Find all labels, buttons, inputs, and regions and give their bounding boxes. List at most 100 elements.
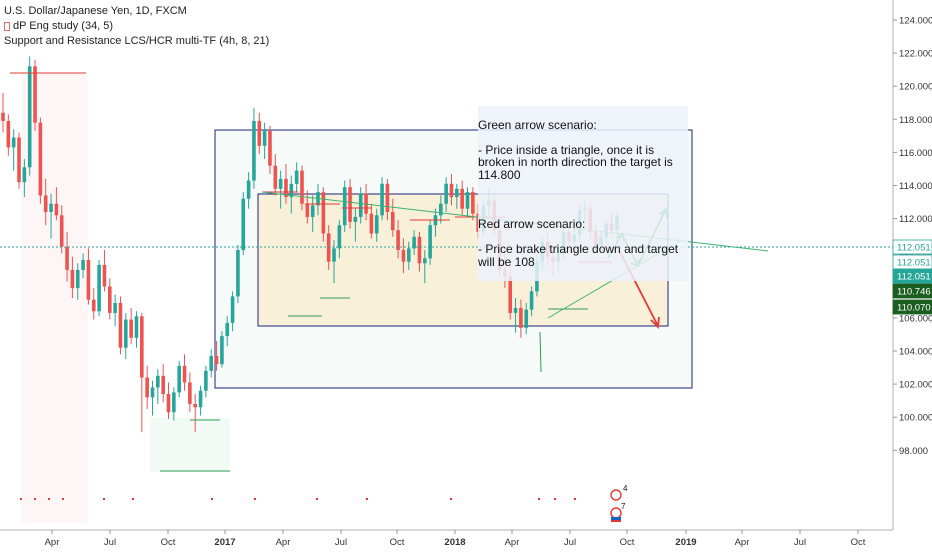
candle	[268, 130, 272, 166]
candle	[444, 183, 448, 204]
candle	[321, 192, 326, 234]
candle	[204, 370, 208, 391]
price-tick-label: 98.000	[899, 446, 928, 457]
candle	[113, 303, 117, 313]
symbol-title: U.S. Dollar/Japanese Yen, 1D, FXCM	[4, 5, 187, 17]
candle	[70, 269, 75, 289]
candle	[17, 137, 21, 183]
price-tag-box	[892, 239, 932, 255]
candle	[380, 183, 384, 216]
candle	[252, 120, 256, 181]
candle	[6, 120, 11, 148]
candle	[337, 225, 342, 249]
candle	[11, 137, 16, 148]
candle	[188, 382, 192, 404]
candle	[166, 394, 171, 413]
candle	[471, 192, 475, 214]
time-axis[interactable]: Apr Jul Oct 2017 Apr Jul Oct 2018 Apr Jul Oct 2019 A…	[45, 530, 866, 548]
candle	[49, 203, 53, 212]
candle	[262, 130, 267, 146]
candle	[412, 236, 416, 249]
time-tick-label: Jul	[794, 537, 806, 548]
price-tick-label: 124.000	[899, 16, 932, 27]
candle	[140, 316, 144, 378]
legend-study-2[interactable]: Support and Resistance LCS/HCR multi-TF …	[4, 34, 269, 49]
time-tick-label: Apr	[505, 537, 520, 548]
candle	[156, 375, 160, 388]
candle	[348, 187, 352, 222]
price-axis[interactable]: 124.000 122.000 120.000 118.000 116.000 114.0…	[893, 16, 932, 457]
candle	[150, 387, 155, 398]
candle	[214, 355, 219, 365]
candle	[129, 319, 133, 338]
candle	[508, 276, 513, 313]
legend-symbol[interactable]: U.S. Dollar/Japanese Yen, 1D, FXCM	[4, 4, 269, 19]
candle	[449, 183, 454, 198]
study-2-label: Support and Resistance LCS/HCR multi-TF …	[4, 35, 270, 47]
candle	[396, 230, 400, 251]
price-tag-label: 110.070	[897, 303, 931, 314]
candle	[220, 336, 224, 365]
candle	[524, 309, 529, 328]
candle	[134, 316, 139, 338]
time-tick-label: Apr	[276, 537, 291, 548]
time-tick-label: Oct	[390, 537, 405, 548]
candle	[43, 195, 48, 212]
candle	[326, 233, 331, 262]
candle	[422, 258, 427, 264]
candle	[353, 216, 358, 222]
candle	[145, 377, 149, 398]
price-tick-label: 104.000	[899, 347, 932, 358]
candle	[198, 390, 203, 408]
candle	[385, 183, 390, 212]
candle	[273, 165, 278, 189]
candle	[401, 250, 406, 262]
price-tag-label: 112.051	[897, 272, 931, 283]
candle	[460, 188, 464, 209]
candle	[118, 303, 123, 348]
candle	[177, 365, 181, 393]
red-scenario-body: - Price brake triangle down and target w…	[478, 242, 679, 269]
candle	[305, 203, 310, 217]
candle	[27, 66, 32, 168]
candle	[161, 375, 165, 395]
price-tick-label: 116.000	[899, 148, 932, 159]
candle	[369, 213, 374, 234]
legend-study-1[interactable]: dP Eng study (34, 5)	[4, 19, 269, 34]
time-tick-label: 2017	[214, 537, 235, 548]
price-tick-label: 102.000	[899, 380, 932, 391]
event-badge-icon[interactable]: 4 7	[610, 484, 628, 522]
candle	[33, 66, 37, 123]
price-tag-box	[892, 283, 932, 299]
time-tick-label: Jul	[104, 537, 116, 548]
candle	[406, 248, 411, 262]
candle	[75, 269, 80, 289]
price-tick-label: 106.000	[899, 313, 932, 324]
candle	[310, 205, 315, 217]
candle	[236, 250, 240, 297]
candle	[102, 264, 107, 287]
candle	[193, 403, 198, 408]
candle	[294, 170, 299, 184]
candle	[513, 307, 518, 313]
candle	[65, 246, 69, 270]
time-tick-label: Jul	[564, 537, 576, 548]
candle	[428, 225, 432, 259]
time-tick-label: Jul	[335, 537, 347, 548]
scenario-note[interactable]: Green arrow scenario: - Price inside a t…	[478, 106, 688, 281]
price-tag-label: 112.051	[897, 258, 931, 269]
candle	[300, 170, 304, 204]
event-markers	[20, 498, 576, 500]
time-tick-label: 2018	[444, 537, 465, 548]
price-tick-label: 100.000	[899, 413, 932, 424]
candle	[107, 286, 112, 313]
candle	[86, 259, 91, 300]
time-tick-label: Oct	[851, 537, 866, 548]
candle	[59, 215, 64, 247]
chart-legend: U.S. Dollar/Japanese Yen, 1D, FXCM dP En…	[4, 4, 269, 49]
candle	[257, 120, 262, 146]
candle	[54, 203, 59, 216]
price-tick-label: 114.000	[899, 181, 932, 192]
